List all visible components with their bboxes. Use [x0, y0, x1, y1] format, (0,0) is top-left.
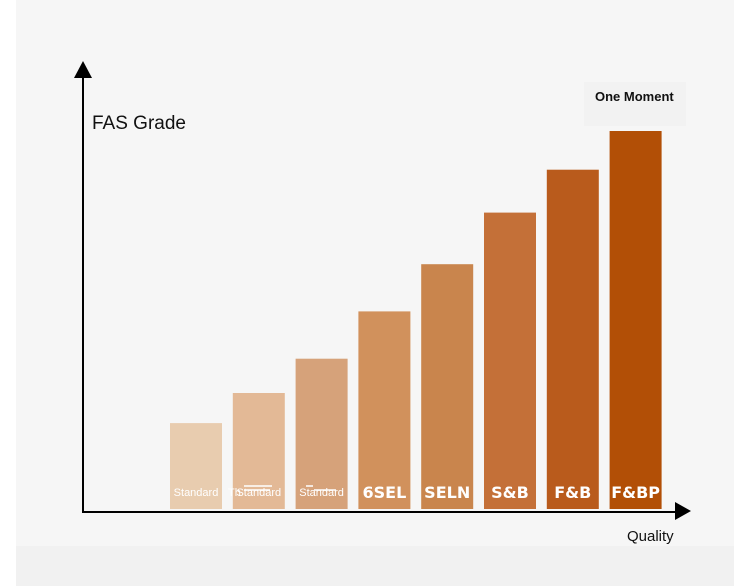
bar-label-7: F&B — [554, 483, 591, 502]
y-axis-arrow — [74, 61, 92, 78]
bar-label-3: Standard — [299, 487, 344, 499]
x-axis-label: Quality — [627, 528, 674, 545]
annotation-text: One Moment — [595, 89, 674, 104]
bar-label-5: SELN — [424, 483, 470, 502]
bar-series — [170, 131, 662, 509]
bar-label-6: S&B — [491, 483, 529, 502]
bar-8 — [609, 131, 662, 509]
bar-6 — [484, 212, 536, 509]
bar-1 — [170, 423, 222, 509]
bar-label-8: F&BP — [611, 483, 660, 502]
bar-label-overlap: Th — [228, 487, 241, 499]
bar-3 — [295, 358, 348, 509]
y-axis-label: FAS Grade — [92, 113, 186, 134]
annotation-box — [584, 82, 686, 126]
bar-3-mark — [306, 485, 336, 491]
bar-5 — [421, 264, 474, 509]
chart-bottom-band — [16, 546, 734, 586]
bar-label-1: Standard — [174, 487, 219, 499]
bar-label-4: 6SEL — [363, 483, 407, 502]
bar-7 — [546, 169, 599, 509]
bar-labels: Standard Standard Standard 6SEL SELN S&B F&B F&… — [174, 483, 661, 502]
bar-2-mark — [244, 485, 272, 491]
bar-label-2: Standard — [236, 487, 281, 499]
bar-4 — [358, 311, 411, 509]
x-axis-arrow — [675, 502, 691, 520]
